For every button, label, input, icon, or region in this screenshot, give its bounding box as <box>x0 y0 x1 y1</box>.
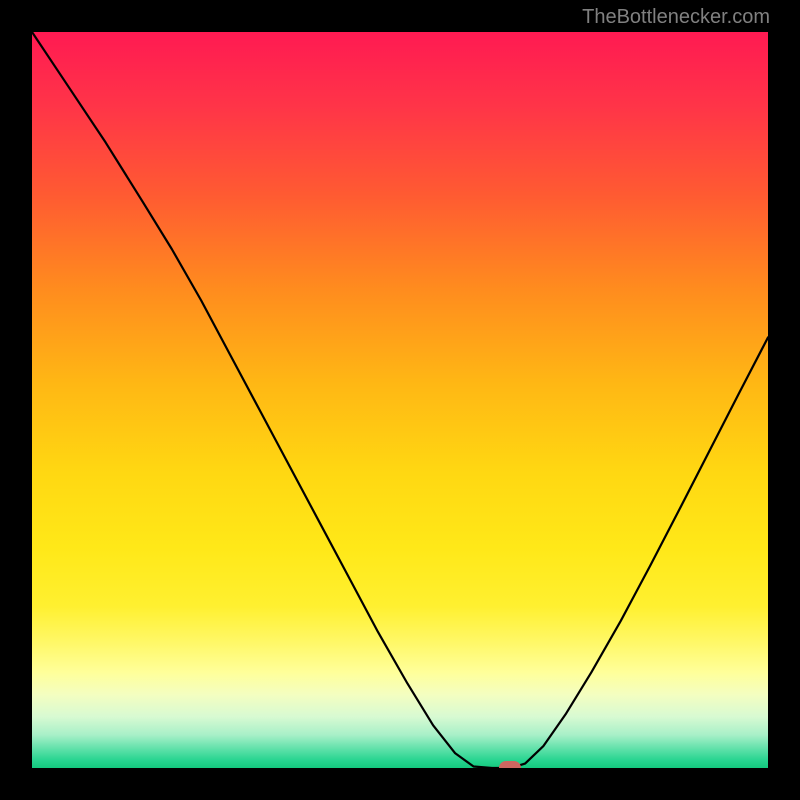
bottleneck-marker <box>499 761 521 768</box>
bottleneck-curve <box>32 32 768 768</box>
watermark-text: TheBottlenecker.com <box>582 6 770 29</box>
plot-area <box>32 32 768 768</box>
curve-layer <box>32 32 768 768</box>
figure-root: TheBottlenecker.com <box>0 0 800 800</box>
